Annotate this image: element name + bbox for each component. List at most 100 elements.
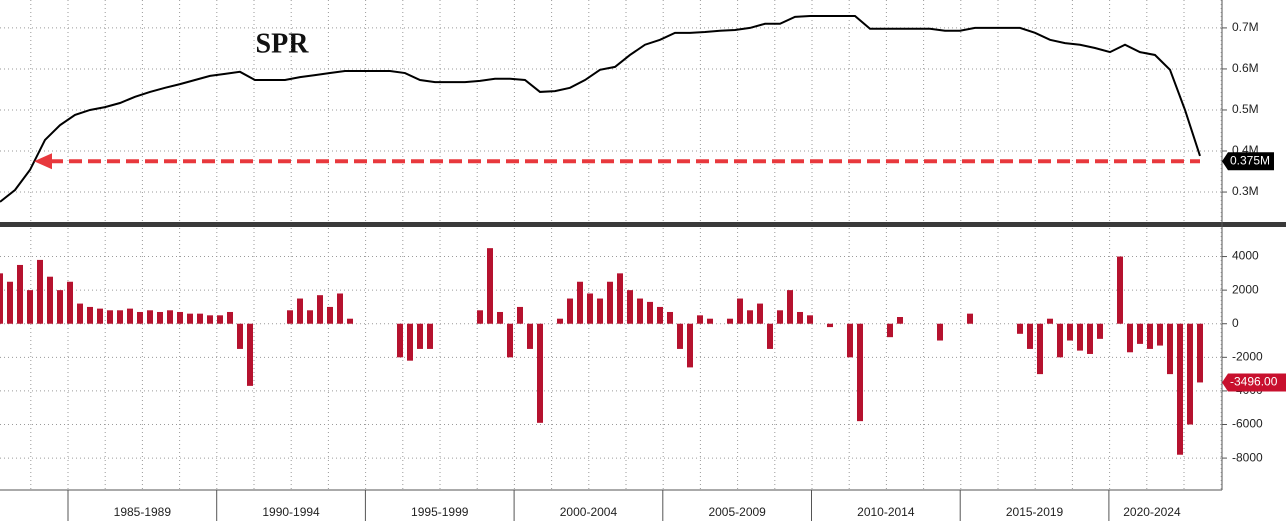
bar	[807, 315, 813, 324]
bar	[7, 281, 13, 324]
value-tag	[1222, 373, 1286, 392]
bar	[687, 323, 693, 368]
bar	[1077, 323, 1083, 351]
bar	[17, 264, 23, 324]
bar	[227, 311, 233, 324]
bar	[787, 290, 793, 324]
bar	[97, 308, 103, 324]
bar	[1067, 323, 1073, 341]
bar	[1157, 323, 1163, 346]
bar	[727, 318, 733, 324]
bar	[897, 317, 903, 324]
bar	[577, 281, 583, 324]
chart-title: SPR	[256, 28, 310, 59]
bar	[667, 311, 673, 324]
bar	[177, 311, 183, 324]
bar	[587, 293, 593, 324]
bar	[117, 310, 123, 324]
bar	[307, 310, 313, 324]
y-tick-label: -2000	[1232, 349, 1263, 363]
bar	[527, 323, 533, 349]
bar	[247, 323, 253, 386]
bar	[1177, 323, 1183, 455]
bar	[637, 298, 643, 324]
bar	[47, 276, 53, 324]
bar	[747, 310, 753, 324]
bar	[887, 323, 893, 338]
y-tick-label: -8000	[1232, 450, 1263, 464]
bar	[697, 315, 703, 324]
bar	[797, 311, 803, 324]
bar	[237, 323, 243, 349]
bar	[167, 310, 173, 324]
bar	[77, 303, 83, 324]
bar	[1057, 323, 1063, 358]
bar	[607, 281, 613, 324]
bar	[157, 311, 163, 324]
bar	[767, 323, 773, 349]
bar	[557, 318, 563, 324]
bar	[967, 313, 973, 324]
bar	[1167, 323, 1173, 375]
bar	[0, 273, 3, 324]
bar	[1027, 323, 1033, 349]
bar	[57, 290, 63, 324]
bar	[1117, 256, 1123, 324]
bar	[337, 293, 343, 324]
bar	[477, 310, 483, 324]
bar	[107, 310, 113, 324]
x-period-label: 2000-2004	[560, 505, 618, 519]
bar	[537, 323, 543, 423]
bar	[287, 310, 293, 324]
value-tag-label: 0.375M	[1230, 153, 1270, 167]
bar	[417, 323, 423, 349]
bar	[647, 301, 653, 324]
x-period-label: 1985-1989	[114, 505, 172, 519]
bar	[517, 306, 523, 324]
bar	[297, 298, 303, 324]
bar	[487, 248, 493, 324]
bar	[137, 311, 143, 324]
bar	[67, 281, 73, 324]
arrow-head	[34, 153, 52, 170]
bar	[427, 323, 433, 349]
bar	[847, 323, 853, 358]
bar	[1087, 323, 1093, 354]
bar	[347, 318, 353, 324]
bar	[707, 318, 713, 324]
bar	[827, 323, 833, 328]
x-period-label: 1995-1999	[411, 505, 469, 519]
bar	[627, 290, 633, 324]
bar	[617, 273, 623, 324]
bar	[1037, 323, 1043, 375]
bar	[567, 298, 573, 324]
value-tag-label: -3496.00	[1230, 375, 1278, 389]
x-period-label: 1990-1994	[262, 505, 320, 519]
x-period-label: 2015-2019	[1006, 505, 1064, 519]
bar	[397, 323, 403, 358]
x-period-label: 2010-2014	[857, 505, 915, 519]
bar	[1147, 323, 1153, 349]
bar	[1017, 323, 1023, 334]
bar	[407, 323, 413, 361]
y-tick-label: 0.3M	[1232, 184, 1259, 198]
bar	[327, 306, 333, 324]
bar	[187, 313, 193, 324]
panel-separator	[0, 222, 1286, 227]
bar	[777, 310, 783, 324]
bar	[657, 306, 663, 324]
y-tick-label: 0	[1232, 316, 1239, 330]
bar	[1047, 318, 1053, 324]
y-tick-label: 0.6M	[1232, 61, 1259, 75]
bar	[147, 310, 153, 324]
bar	[497, 311, 503, 324]
bar	[197, 313, 203, 324]
y-tick-label: 2000	[1232, 282, 1259, 296]
bar	[1137, 323, 1143, 344]
bar	[857, 323, 863, 422]
y-tick-label: -6000	[1232, 417, 1263, 431]
bar	[317, 295, 323, 324]
bar	[1197, 323, 1203, 383]
bar	[87, 306, 93, 324]
